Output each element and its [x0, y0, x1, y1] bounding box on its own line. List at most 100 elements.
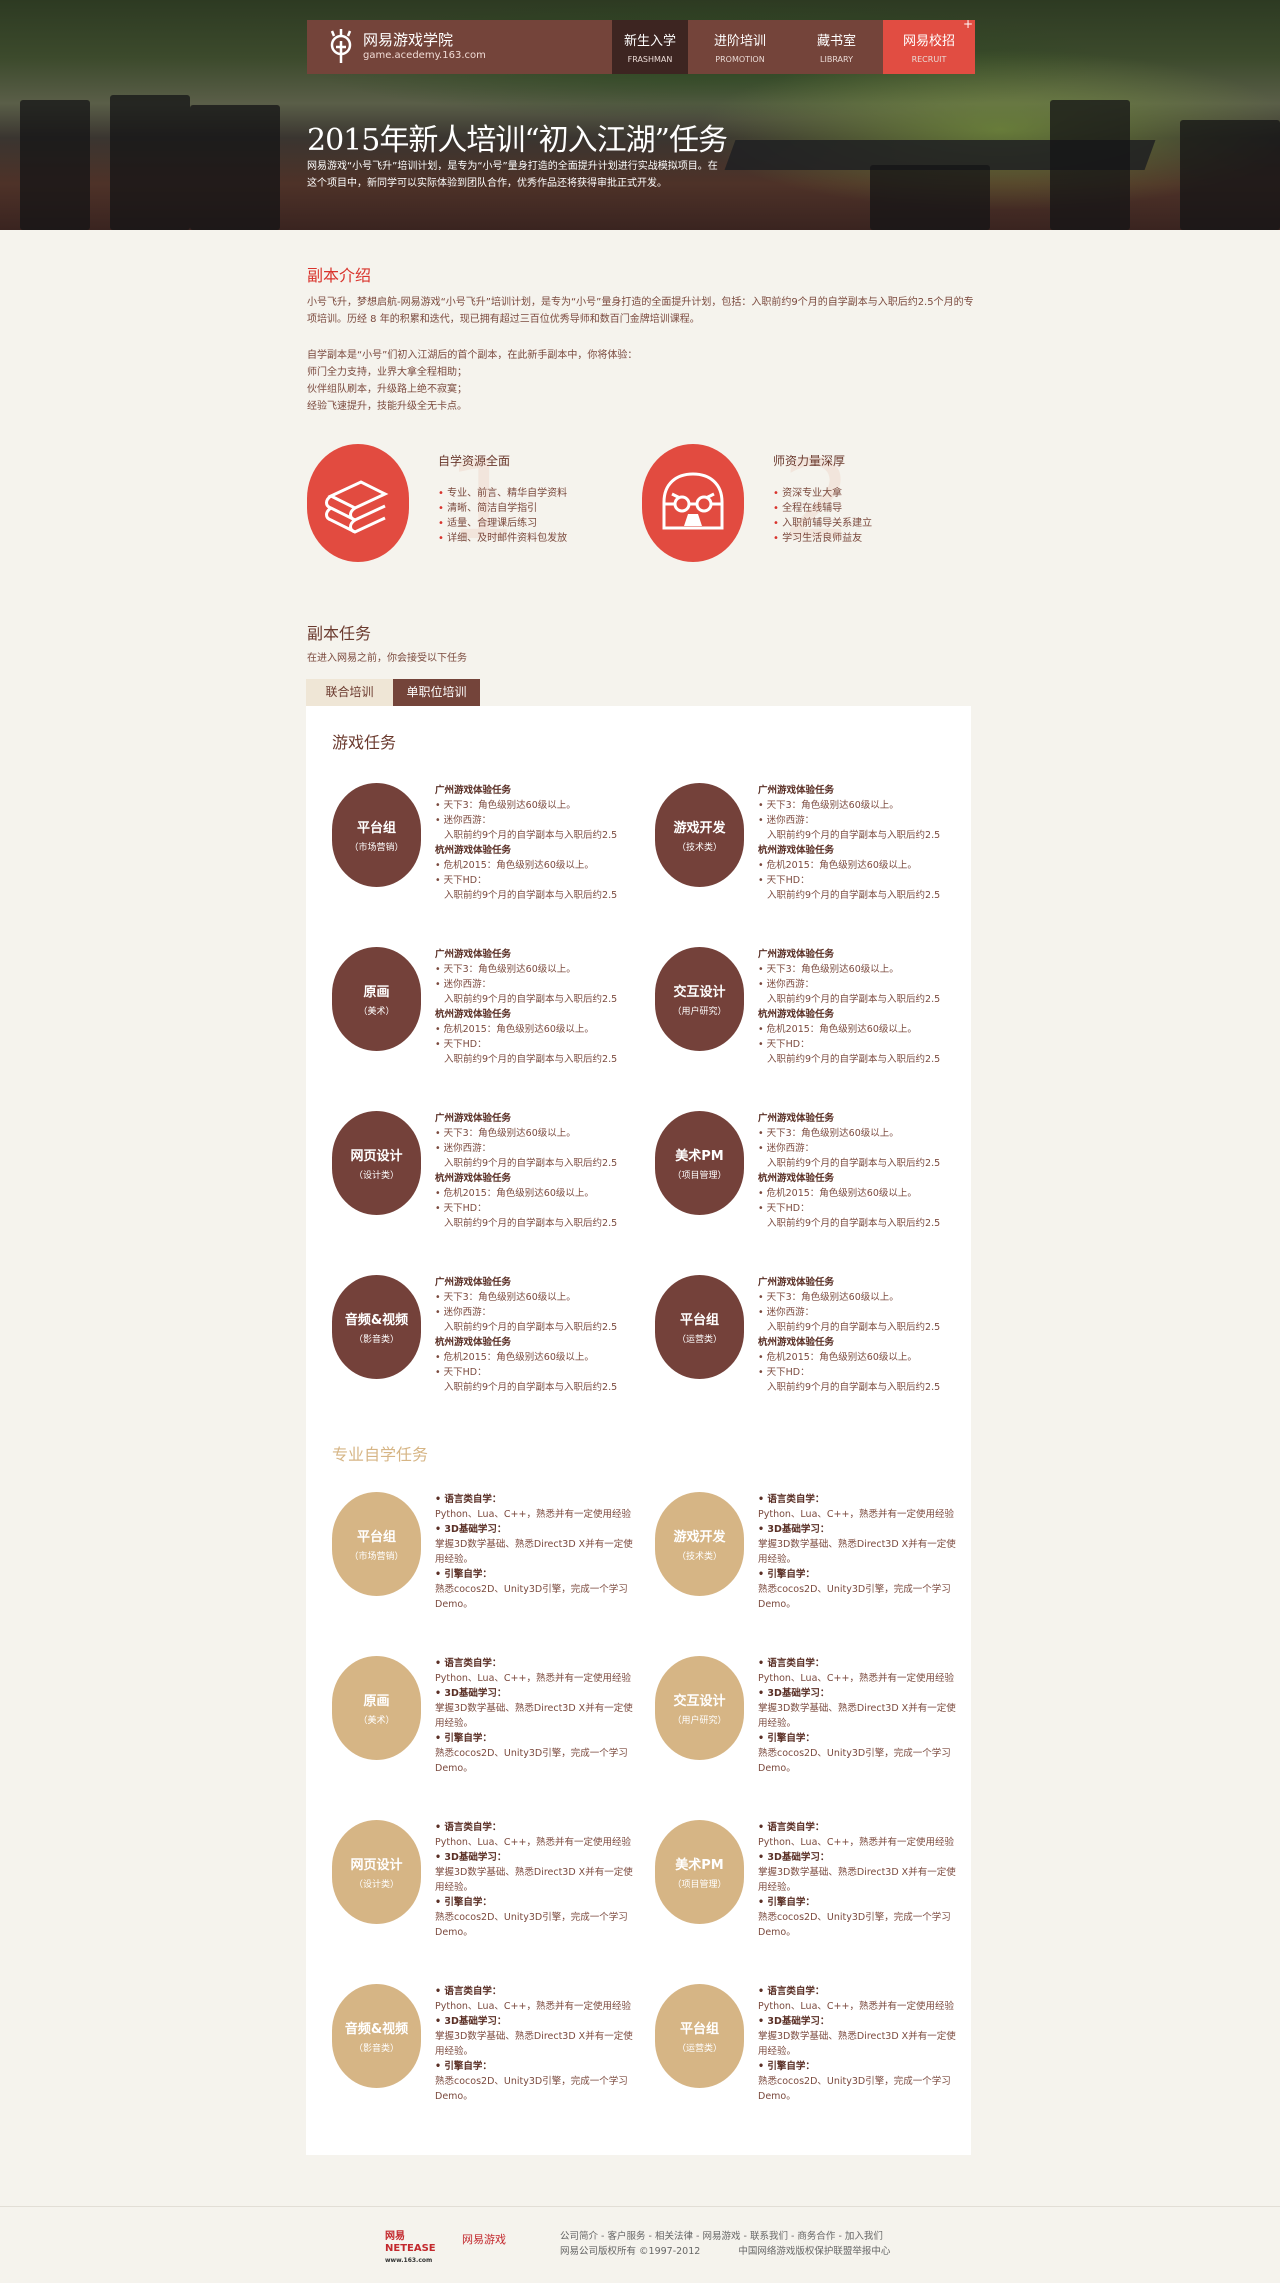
study-desc: Demo。 — [435, 1927, 473, 1938]
netease-logo[interactable]: 网易 NETEASE www.163.com — [385, 2231, 436, 2264]
tab-sublabel: PROMOTION — [715, 55, 765, 64]
footer-link[interactable]: 网易游戏 — [702, 2231, 741, 2242]
task-item: 危机2015：角色级别达60级以上。 — [758, 858, 940, 873]
nav-tab-freshman[interactable]: 新生入学 FRASHMAN — [612, 20, 688, 74]
footer-link[interactable]: 商务合作 — [797, 2231, 836, 2242]
role-badge[interactable]: 游戏开发 （技术类） — [655, 783, 744, 887]
nav-tab-library[interactable]: 藏书室 LIBRARY — [792, 20, 881, 74]
intro-line: 自学副本是“小号”们初入江湖后的首个副本，在此新手副本中，你将体验： — [307, 350, 638, 361]
logo-url: game.acedemy.163.com — [363, 50, 486, 61]
footer-links: 公司简介 - 客户服务 - 相关法律 - 网易游戏 - 联系我们 - 商务合作 … — [560, 2229, 890, 2259]
role-name: 交互设计 — [673, 985, 726, 1000]
task-item-detail: 入职前约9个月的自学副本与入职后约2.5 — [444, 1158, 618, 1169]
study-topic: 3D基础学习： — [758, 2014, 956, 2029]
study-topic: 引擎自学： — [435, 1567, 633, 1582]
role-badge[interactable]: 交互设计 （用户研究） — [655, 1656, 744, 1760]
study-topic: 语言类自学： — [435, 1820, 633, 1835]
study-topic: 语言类自学： — [758, 1820, 956, 1835]
task-item: 迷你西游： — [435, 1305, 617, 1320]
study-topic: 3D基础学习： — [758, 1522, 956, 1537]
role-badge[interactable]: 美术PM （项目管理） — [655, 1111, 744, 1215]
copyright: 网易公司版权所有 ©1997-2012 — [560, 2246, 701, 2257]
intro-line: 经验飞速提升，技能升级全无卡点。 — [307, 401, 467, 412]
role-badge[interactable]: 平台组 （运营类） — [655, 1275, 744, 1379]
study-desc: Demo。 — [435, 1763, 473, 1774]
academy-logo-icon — [330, 29, 352, 63]
footer-link[interactable]: 相关法律 — [654, 2231, 693, 2242]
training-tabs: 联合培训 单职位培训 — [306, 679, 480, 706]
role-badge[interactable]: 原画 （美术） — [332, 947, 421, 1051]
hero-title: 2015年新人培训“初入江湖”任务 — [307, 123, 728, 158]
link-separator: - — [645, 2231, 655, 2242]
role-badge[interactable]: 音频&视频 （影音类） — [332, 1275, 421, 1379]
footer-link[interactable]: 联系我们 — [749, 2231, 788, 2242]
role-category: （项目管理） — [672, 1171, 727, 1181]
study-desc: 用经验。 — [435, 1554, 474, 1565]
study-desc: Python、Lua、C++，熟悉并有一定使用经验 — [758, 2001, 954, 2012]
tab-joint-training[interactable]: 联合培训 — [306, 679, 393, 706]
study-desc: Python、Lua、C++，熟悉并有一定使用经验 — [758, 1673, 954, 1684]
study-desc: Demo。 — [758, 1763, 796, 1774]
self-study-card: 网页设计 （设计类） 语言类自学： Python、Lua、C++，熟悉并有一定使用经验… — [332, 1820, 652, 1938]
role-badge[interactable]: 音频&视频 （影音类） — [332, 1984, 421, 2088]
task-details: 广州游戏体验任务天下3：角色级别达60级以上。迷你西游： 入职前约9个月的自学副本… — [435, 1275, 617, 1395]
role-badge[interactable]: 网页设计 （设计类） — [332, 1111, 421, 1215]
task-details: 广州游戏体验任务天下3：角色级别达60级以上。迷你西游： 入职前约9个月的自学副本… — [435, 947, 617, 1067]
study-details: 语言类自学： Python、Lua、C++，熟悉并有一定使用经验 3D基础学习： 掌握… — [435, 1984, 633, 2104]
site-logo[interactable]: 网易游戏学院 game.acedemy.163.com — [307, 20, 612, 74]
role-badge[interactable]: 游戏开发 （技术类） — [655, 1492, 744, 1596]
role-badge[interactable]: 平台组 （市场营销） — [332, 1492, 421, 1596]
role-badge[interactable]: 平台组 （市场营销） — [332, 783, 421, 887]
study-details: 语言类自学： Python、Lua、C++，熟悉并有一定使用经验 3D基础学习： 掌握… — [758, 1984, 956, 2104]
study-desc: Python、Lua、C++，熟悉并有一定使用经验 — [435, 1837, 631, 1848]
study-desc: Demo。 — [758, 1599, 796, 1610]
footer-link[interactable]: 客户服务 — [607, 2231, 646, 2242]
role-badge[interactable]: 交互设计 （用户研究） — [655, 947, 744, 1051]
logo-title: 网易游戏学院 — [363, 31, 454, 49]
study-desc: 熟悉cocos2D、Unity3D引擎，完成一个学习 — [435, 1748, 628, 1759]
task-item-detail: 入职前约9个月的自学副本与入职后约2.5 — [767, 890, 941, 901]
report-center-link[interactable]: 中国网络游戏版权保护联盟举报中心 — [738, 2246, 891, 2257]
task-item: 迷你西游： — [758, 1305, 940, 1320]
hero-description: 网易游戏“小号飞升”培训计划，是专为“小号”量身打造的全面提升计划进行实战模拟项… — [307, 161, 718, 189]
study-topic: 语言类自学： — [435, 1492, 633, 1507]
role-name: 原画 — [363, 985, 390, 1000]
task-item: 天下HD： — [435, 1037, 617, 1052]
role-badge[interactable]: 平台组 （运营类） — [655, 1984, 744, 2088]
netease-games-logo[interactable]: 网易游戏 — [462, 2233, 506, 2246]
task-item: 迷你西游： — [758, 1141, 940, 1156]
nav-tab-recruit[interactable]: + 网易校招 RECRUIT — [883, 17, 975, 74]
nav-tab-promotion[interactable]: 进阶培训 PROMOTION — [688, 20, 792, 74]
study-desc: 熟悉cocos2D、Unity3D引擎，完成一个学习 — [758, 1584, 951, 1595]
study-topic: 引擎自学： — [435, 2059, 633, 2074]
task-item: 天下3：角色级别达60级以上。 — [758, 1126, 940, 1141]
footer-link[interactable]: 加入我们 — [844, 2231, 883, 2242]
task-group-title: 广州游戏体验任务 — [758, 785, 835, 796]
study-topic: 语言类自学： — [758, 1984, 956, 1999]
study-details: 语言类自学： Python、Lua、C++，熟悉并有一定使用经验 3D基础学习： 掌握… — [758, 1492, 956, 1612]
task-item: 迷你西游： — [758, 977, 940, 992]
link-separator: - — [787, 2231, 798, 2242]
task-group-title: 广州游戏体验任务 — [758, 1277, 835, 1288]
task-item: 天下3：角色级别达60级以上。 — [435, 1126, 617, 1141]
task-item: 危机2015：角色级别达60级以上。 — [758, 1186, 940, 1201]
game-tasks-title: 游戏任务 — [332, 733, 397, 752]
task-group-title: 杭州游戏体验任务 — [435, 1009, 512, 1020]
role-badge[interactable]: 美术PM （项目管理） — [655, 1820, 744, 1924]
task-item: 危机2015：角色级别达60级以上。 — [758, 1350, 940, 1365]
role-category: （市场营销） — [349, 1552, 404, 1562]
task-item-detail: 入职前约9个月的自学副本与入职后约2.5 — [444, 1382, 618, 1393]
tab-single-role-training[interactable]: 单职位培训 — [393, 679, 480, 706]
study-details: 语言类自学： Python、Lua、C++，熟悉并有一定使用经验 3D基础学习： 掌握… — [758, 1656, 956, 1776]
role-badge[interactable]: 原画 （美术） — [332, 1656, 421, 1760]
task-item: 天下HD： — [758, 1365, 940, 1380]
intro-paragraph: 小号飞升，梦想启航-网易游戏“小号飞升”培训计划，是专为“小号”量身打造的全面提… — [307, 297, 974, 325]
feature-title: 师资力量深厚 — [773, 454, 846, 468]
top-nav: 网易游戏学院 game.acedemy.163.com 新生入学 FRASHMAN… — [307, 17, 975, 74]
role-badge[interactable]: 网页设计 （设计类） — [332, 1820, 421, 1924]
tab-label: 进阶培训 — [713, 34, 766, 49]
self-study-card: 平台组 （运营类） 语言类自学： Python、Lua、C++，熟悉并有一定使用经验 3… — [655, 1984, 975, 2102]
footer-link[interactable]: 公司简介 — [560, 2231, 599, 2242]
study-topic: 3D基础学习： — [758, 1850, 956, 1865]
tasks-title: 副本任务 — [307, 624, 372, 643]
